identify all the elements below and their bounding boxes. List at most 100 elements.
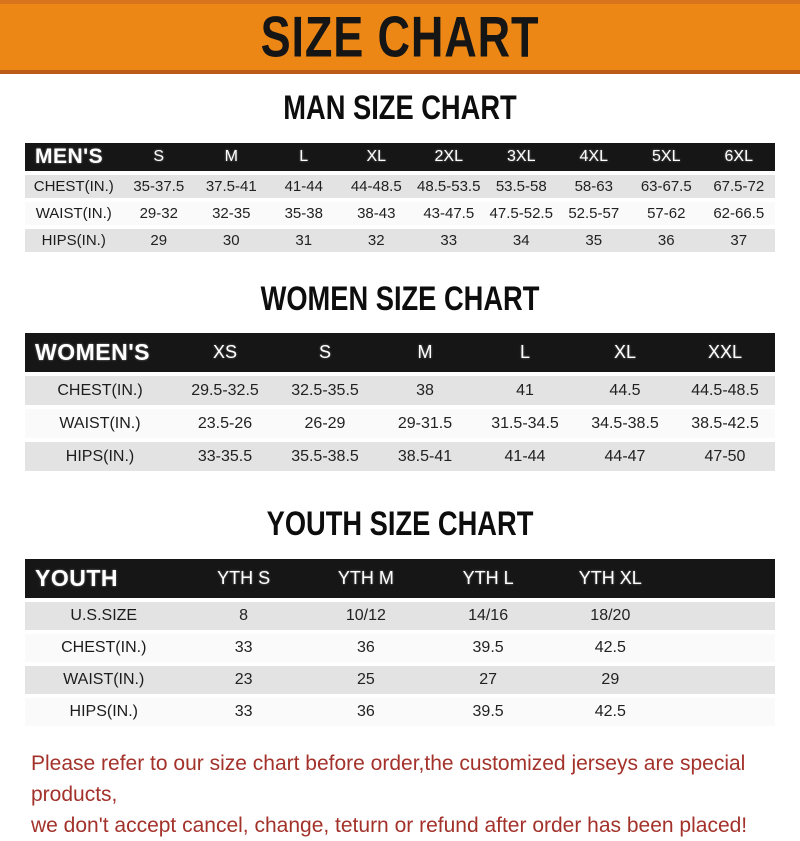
table-cell: 48.5-53.5 [412, 175, 485, 198]
table-row: U.S.SIZE 8 10/12 14/16 18/20 [25, 602, 775, 630]
column-header: XXL [675, 333, 775, 372]
table-cell: 35.5-38.5 [275, 442, 375, 471]
table-cell: 34 [485, 229, 558, 252]
column-header: YTH L [426, 559, 550, 598]
size-chart-banner: SIZE CHART [0, 0, 800, 74]
table-row: WAIST(IN.) 23.5-26 26-29 29-31.5 31.5-34.5 34… [25, 409, 775, 438]
table-row: WAIST(IN.) 29-32 32-35 35-38 38-43 43-47.5 47.… [25, 202, 775, 225]
spacer-cell [671, 698, 775, 726]
table-cell: 29-32 [122, 202, 195, 225]
table-cell: 37 [702, 229, 775, 252]
table-group-label: WOMEN'S [25, 333, 175, 372]
table-cell: 41-44 [267, 175, 340, 198]
table-cell: 33 [182, 698, 305, 726]
table-cell: 35-37.5 [122, 175, 195, 198]
table-row: WAIST(IN.) 23 25 27 29 [25, 666, 775, 694]
table-cell: 43-47.5 [412, 202, 485, 225]
table-cell: 38.5-42.5 [675, 409, 775, 438]
column-header: 4XL [557, 143, 630, 171]
table-row: HIPS(IN.) 33 36 39.5 42.5 [25, 698, 775, 726]
table-cell: 31.5-34.5 [475, 409, 575, 438]
spacer-cell [671, 602, 775, 630]
table-cell: 39.5 [426, 698, 550, 726]
table-cell: 47.5-52.5 [485, 202, 558, 225]
table-cell: 33 [412, 229, 485, 252]
table-cell: 62-66.5 [702, 202, 775, 225]
youth-size-table: YOUTH YTH S YTH M YTH L YTH XL U.S.SIZE 8 10/12… [25, 555, 775, 730]
spacer-cell [671, 634, 775, 662]
column-header: M [375, 333, 475, 372]
table-cell: 41 [475, 376, 575, 405]
column-header: XL [340, 143, 413, 171]
row-label: CHEST(IN.) [25, 634, 183, 662]
warning-line-1: Please refer to our size chart before or… [31, 752, 746, 807]
table-cell: 29.5-32.5 [175, 376, 275, 405]
table-cell: 44.5 [575, 376, 675, 405]
table-cell: 29 [549, 666, 672, 694]
column-header: 6XL [702, 143, 775, 171]
table-cell: 34.5-38.5 [575, 409, 675, 438]
table-cell: 44-47 [575, 442, 675, 471]
content: MAN SIZE CHART MEN'S S M L XL 2XL 3XL 4XL 5XL 6XL… [25, 87, 775, 841]
table-cell: 23.5-26 [175, 409, 275, 438]
row-label: CHEST(IN.) [25, 376, 175, 405]
order-warning-note: Please refer to our size chart before or… [31, 748, 775, 841]
table-cell: 63-67.5 [630, 175, 703, 198]
table-cell: 38 [375, 376, 475, 405]
column-header: YTH M [304, 559, 427, 598]
women-table: WOMEN'S XS S M L XL XXL CHEST(IN.) 29.5-32.5 32.5… [25, 329, 775, 475]
table-cell: 36 [304, 634, 427, 662]
table-cell: 26-29 [275, 409, 375, 438]
table-cell: 36 [304, 698, 427, 726]
youth-table: YOUTH YTH S YTH M YTH L YTH XL U.S.SIZE 8 10/12… [25, 555, 775, 730]
table-cell: 33 [182, 634, 305, 662]
table-cell: 27 [426, 666, 550, 694]
column-header: S [275, 333, 375, 372]
table-cell: 10/12 [304, 602, 427, 630]
table-cell: 41-44 [475, 442, 575, 471]
table-cell: 29 [122, 229, 195, 252]
table-cell: 14/16 [426, 602, 550, 630]
column-header: XL [575, 333, 675, 372]
table-group-label: YOUTH [25, 559, 183, 598]
row-label: HIPS(IN.) [25, 442, 175, 471]
men-section-heading: MAN SIZE CHART [283, 87, 517, 128]
row-label: U.S.SIZE [25, 602, 183, 630]
men-section: MAN SIZE CHART MEN'S S M L XL 2XL 3XL 4XL 5XL 6XL… [25, 87, 775, 256]
table-row: HIPS(IN.) 33-35.5 35.5-38.5 38.5-41 41-44 44-… [25, 442, 775, 471]
table-cell: 8 [182, 602, 305, 630]
table-cell: 44-48.5 [340, 175, 413, 198]
table-cell: 39.5 [426, 634, 550, 662]
table-cell: 32-35 [195, 202, 268, 225]
banner-title: SIZE CHART [260, 5, 540, 69]
column-header: 5XL [630, 143, 703, 171]
row-label: HIPS(IN.) [25, 229, 123, 252]
table-cell: 18/20 [549, 602, 672, 630]
table-cell: 35 [557, 229, 630, 252]
table-cell: 52.5-57 [557, 202, 630, 225]
youth-section: YOUTH SIZE CHART YOUTH YTH S YTH M YTH L YTH… [25, 503, 775, 730]
row-label: WAIST(IN.) [25, 409, 175, 438]
table-cell: 23 [182, 666, 305, 694]
women-size-table: WOMEN'S XS S M L XL XXL CHEST(IN.) 29.5-32.5 32.5… [25, 329, 775, 475]
column-header: L [475, 333, 575, 372]
table-cell: 38.5-41 [375, 442, 475, 471]
row-label: WAIST(IN.) [25, 666, 183, 694]
table-header-row: YOUTH YTH S YTH M YTH L YTH XL [25, 559, 775, 598]
column-header: XS [175, 333, 275, 372]
column-header: 2XL [412, 143, 485, 171]
spacer-cell [671, 559, 775, 598]
youth-section-heading: YOUTH SIZE CHART [266, 503, 534, 544]
table-row: CHEST(IN.) 33 36 39.5 42.5 [25, 634, 775, 662]
table-cell: 67.5-72 [702, 175, 775, 198]
table-cell: 38-43 [340, 202, 413, 225]
table-cell: 42.5 [549, 634, 672, 662]
column-header: 3XL [485, 143, 558, 171]
column-header: M [195, 143, 268, 171]
table-cell: 36 [630, 229, 703, 252]
table-cell: 42.5 [549, 698, 672, 726]
column-header: L [267, 143, 340, 171]
table-cell: 30 [195, 229, 268, 252]
men-size-table: MEN'S S M L XL 2XL 3XL 4XL 5XL 6XL CHEST(IN.) 35-37… [25, 139, 775, 256]
spacer-cell [671, 666, 775, 694]
